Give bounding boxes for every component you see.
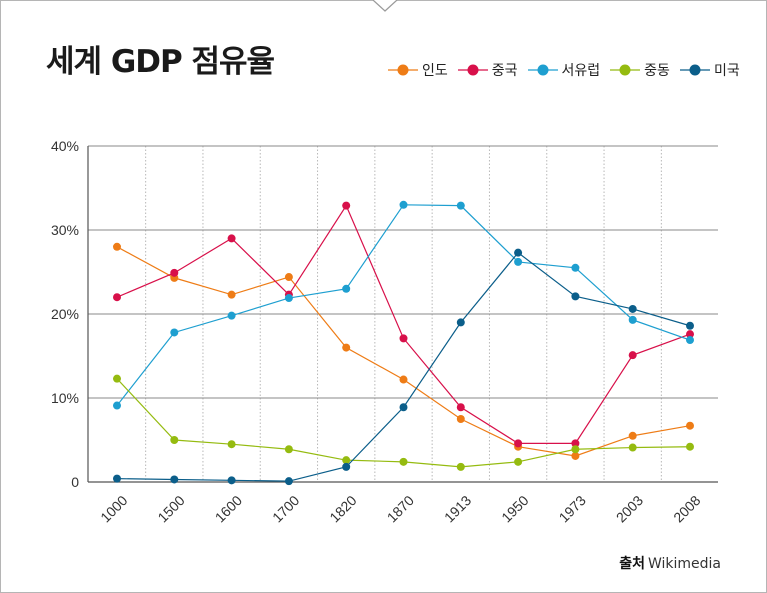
legend-label: 중국	[491, 63, 518, 79]
source-credit: 출처 Wikimedia	[619, 553, 721, 573]
legend-item: 미국	[679, 60, 740, 80]
chart-title: 세계 GDP 점유율	[46, 44, 275, 80]
data-point	[456, 462, 465, 471]
legend-label: 인도	[422, 63, 448, 79]
data-point	[399, 375, 408, 384]
y-tick-label: 10%	[51, 390, 79, 406]
data-point	[342, 284, 351, 293]
source-label: 출처	[619, 556, 645, 572]
data-point	[628, 443, 637, 452]
data-point	[284, 294, 293, 303]
legend-item: 인도	[388, 60, 448, 80]
data-point	[456, 415, 465, 423]
y-tick-label: 40%	[51, 138, 79, 154]
data-point	[628, 351, 637, 360]
source-value: Wikimedia	[647, 556, 721, 572]
x-tick-label: 1820	[326, 492, 359, 525]
data-point	[170, 268, 179, 277]
x-tick-label: 2008	[670, 492, 703, 525]
data-point	[514, 257, 523, 266]
data-point	[170, 328, 179, 337]
data-point	[342, 201, 351, 210]
data-point	[514, 248, 523, 257]
data-point	[686, 421, 694, 430]
x-tick-label: 1700	[269, 492, 302, 525]
data-point	[686, 321, 694, 330]
data-point	[571, 451, 580, 460]
x-tick-label: 1950	[498, 492, 531, 525]
y-tick-label: 30%	[51, 222, 79, 238]
data-point	[113, 374, 121, 383]
data-point	[628, 315, 637, 324]
x-tick-label: 1870	[384, 492, 417, 525]
data-point	[284, 273, 293, 282]
x-tick-label: 1500	[154, 492, 187, 525]
data-point	[170, 436, 179, 444]
x-tick-label: 1600	[212, 492, 245, 525]
data-point	[342, 462, 351, 471]
x-tick-label: 1000	[97, 492, 130, 525]
data-point	[686, 336, 694, 345]
data-point	[571, 263, 580, 272]
data-point	[227, 476, 236, 485]
x-tick-label: 1973	[556, 492, 589, 525]
legend-swatch	[388, 64, 418, 76]
data-point	[227, 290, 236, 299]
data-point	[571, 292, 580, 301]
data-point	[399, 334, 408, 343]
data-point	[456, 201, 465, 210]
y-tick-label: 20%	[51, 306, 79, 322]
series-line	[116, 246, 691, 457]
data-point	[514, 439, 523, 448]
legend-label: 미국	[713, 63, 740, 79]
data-point	[227, 440, 236, 449]
data-point	[456, 403, 465, 412]
decorative-notch	[372, 0, 398, 12]
legend-label: 서유럽	[561, 63, 601, 79]
data-point	[227, 234, 236, 243]
legend-swatch	[457, 64, 488, 76]
data-point	[170, 475, 179, 484]
data-point	[571, 445, 580, 454]
data-point	[227, 311, 236, 320]
data-point	[342, 456, 351, 465]
data-point	[686, 330, 694, 339]
data-point	[399, 200, 408, 209]
legend-item: 중국	[457, 60, 518, 80]
data-point	[342, 343, 351, 352]
data-point	[514, 457, 523, 466]
data-point	[284, 477, 293, 486]
legend-item: 서유럽	[527, 60, 601, 80]
data-point	[399, 457, 408, 466]
y-tick-label: 0	[71, 474, 79, 490]
x-tick-label: 1913	[441, 492, 474, 525]
x-tick-label: 2003	[613, 492, 646, 525]
legend-swatch	[610, 64, 641, 76]
data-point	[628, 304, 637, 313]
legend-swatch	[679, 64, 710, 76]
legend-swatch	[527, 64, 558, 76]
data-point	[113, 293, 121, 302]
data-point	[686, 442, 694, 451]
chart-legend: 인도 중국 서유럽 중동 미국	[388, 60, 750, 80]
data-point	[571, 439, 580, 448]
data-point	[113, 474, 121, 483]
data-point	[628, 431, 637, 440]
data-point	[113, 401, 121, 410]
data-point	[399, 403, 408, 412]
data-point	[456, 318, 465, 327]
data-point	[113, 242, 121, 251]
legend-label: 중동	[644, 63, 670, 79]
data-point	[284, 445, 293, 454]
legend-item: 중동	[610, 60, 670, 80]
